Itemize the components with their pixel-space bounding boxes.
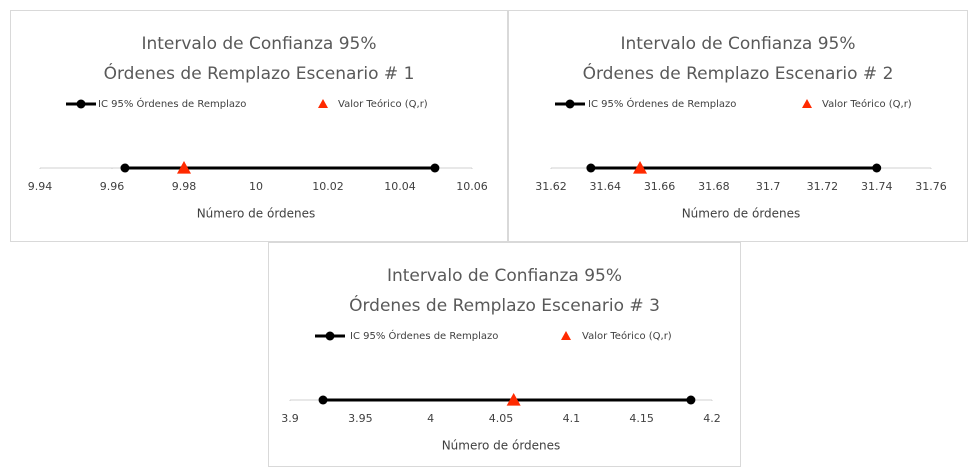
x-tick-label: 9.94 [28, 180, 53, 193]
chart-panel: Intervalo de Confianza 95% Órdenes de Rem… [268, 242, 741, 467]
interval-end [120, 163, 130, 173]
legend-marker [76, 99, 86, 109]
legend-label: IC 95% Órdenes de Remplazo [350, 329, 498, 342]
theoretical-value [506, 393, 521, 406]
interval-end [430, 163, 440, 173]
x-axis-label: Número de órdenes [197, 207, 316, 221]
x-tick-label: 4.15 [629, 412, 654, 425]
legend-label: Valor Teórico (Q,r) [822, 98, 912, 110]
x-tick-label: 4.2 [703, 412, 721, 425]
chart-panel: Intervalo de Confianza 95% Órdenes de Rem… [508, 10, 968, 242]
x-tick-label: 10.06 [456, 180, 488, 193]
interval-end [318, 395, 328, 405]
x-tick-label: 31.68 [698, 180, 730, 193]
panel-border [268, 242, 741, 467]
x-tick-label: 31.7 [756, 180, 781, 193]
legend-label: Valor Teórico (Q,r) [582, 330, 672, 342]
x-tick-label: 10.02 [312, 180, 344, 193]
x-tick-label: 31.76 [915, 180, 947, 193]
interval-end [872, 163, 882, 173]
interval-end [586, 163, 596, 173]
theoretical-value [633, 161, 648, 174]
legend-label: IC 95% Órdenes de Remplazo [588, 97, 736, 110]
panel-border [10, 10, 508, 242]
legend-label: IC 95% Órdenes de Remplazo [98, 97, 246, 110]
interval-end [686, 395, 696, 405]
legend-marker [325, 331, 335, 341]
x-tick-label: 31.62 [535, 180, 567, 193]
x-tick-label: 10.04 [384, 180, 416, 193]
chart-title: Órdenes de Remplazo Escenario # 3 [349, 294, 660, 316]
x-axis-label: Número de órdenes [442, 439, 561, 453]
chart-title: Órdenes de Remplazo Escenario # 1 [104, 62, 415, 84]
legend-marker [802, 99, 812, 108]
legend-marker [318, 99, 328, 108]
x-tick-label: 31.72 [807, 180, 839, 193]
x-tick-label: 9.98 [172, 180, 197, 193]
legend-label: Valor Teórico (Q,r) [338, 98, 428, 110]
x-tick-label: 10 [249, 180, 263, 193]
theoretical-value [177, 161, 191, 174]
x-tick-label: 31.66 [644, 180, 676, 193]
chart-title: Intervalo de Confianza 95% [141, 34, 376, 54]
chart-title: Intervalo de Confianza 95% [620, 34, 855, 54]
legend-marker [565, 99, 575, 109]
x-tick-label: 31.64 [590, 180, 622, 193]
x-tick-label: 4 [427, 412, 434, 425]
x-tick-label: 3.95 [348, 412, 373, 425]
panel-border [508, 10, 968, 242]
x-tick-label: 31.74 [861, 180, 893, 193]
x-tick-label: 4.05 [489, 412, 514, 425]
x-tick-label: 9.96 [100, 180, 125, 193]
chart-panel: Intervalo de Confianza 95% Órdenes de Rem… [10, 10, 508, 242]
x-axis-label: Número de órdenes [682, 207, 801, 221]
x-tick-label: 3.9 [281, 412, 299, 425]
legend-marker [561, 331, 571, 340]
chart-title: Órdenes de Remplazo Escenario # 2 [583, 62, 894, 84]
chart-title: Intervalo de Confianza 95% [387, 266, 622, 286]
x-tick-label: 4.1 [563, 412, 581, 425]
